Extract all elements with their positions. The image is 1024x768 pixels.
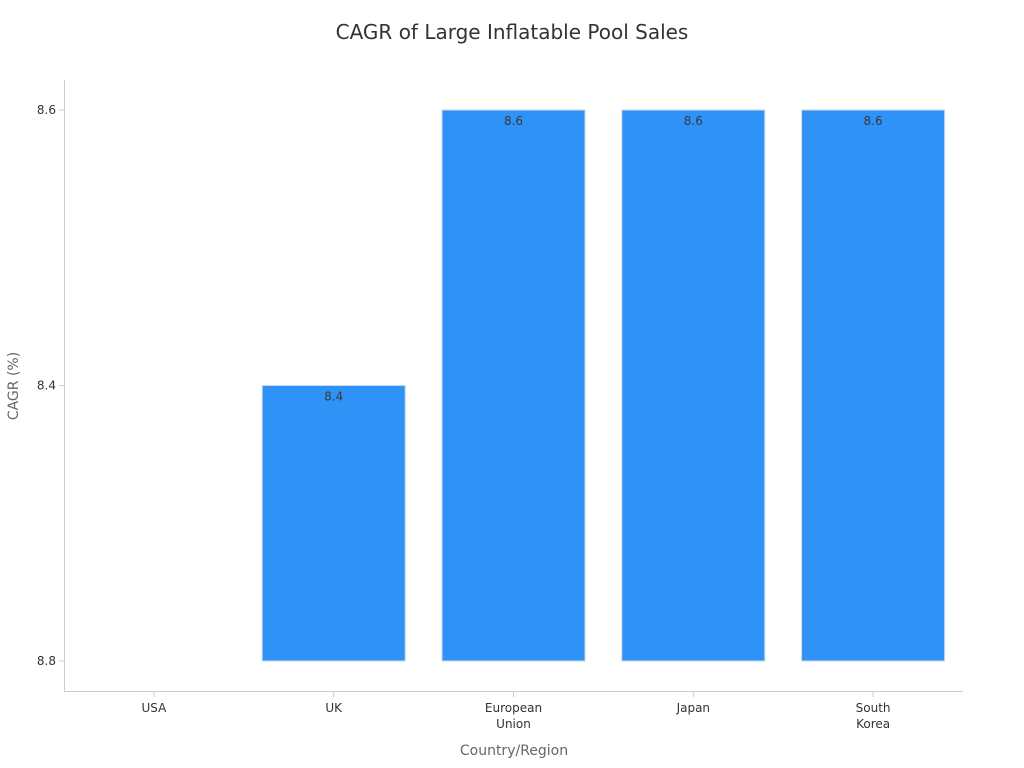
x-tick-label: Japan bbox=[676, 701, 710, 715]
bars: 8.4 8.6 8.6 8.6 bbox=[261, 109, 946, 662]
y-tick-label: 8.6 bbox=[37, 103, 56, 117]
x-tick-label: European Union bbox=[485, 701, 542, 731]
bar-european-union bbox=[441, 109, 586, 662]
data-label: 8.4 bbox=[324, 390, 343, 404]
bar-japan bbox=[621, 109, 766, 662]
y-tick-label: 8.4 bbox=[37, 379, 56, 393]
x-tick-label: South Korea bbox=[856, 701, 891, 731]
x-tick-label: USA bbox=[141, 701, 167, 715]
bar-south-korea bbox=[801, 109, 946, 662]
y-axis-title: CAGR (%) bbox=[6, 352, 22, 420]
chart-title: CAGR of Large Inflatable Pool Sales bbox=[335, 20, 689, 44]
bar-uk bbox=[261, 385, 406, 662]
x-tick-label: UK bbox=[325, 701, 343, 715]
data-label: 8.6 bbox=[504, 114, 523, 128]
y-axis-ticks: 8.6 8.4 8.8 bbox=[37, 103, 64, 668]
y-tick-label: 8.8 bbox=[37, 654, 56, 668]
data-label: 8.6 bbox=[864, 114, 883, 128]
data-label: 8.6 bbox=[684, 114, 703, 128]
x-axis-title: Country/Region bbox=[460, 743, 568, 759]
x-axis-ticks: USA UK European Union Japan South Korea bbox=[141, 692, 891, 731]
